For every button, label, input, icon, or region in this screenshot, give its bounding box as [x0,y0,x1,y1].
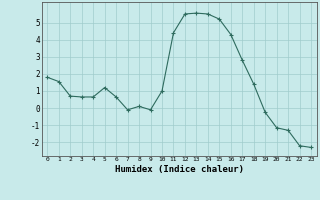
X-axis label: Humidex (Indice chaleur): Humidex (Indice chaleur) [115,165,244,174]
